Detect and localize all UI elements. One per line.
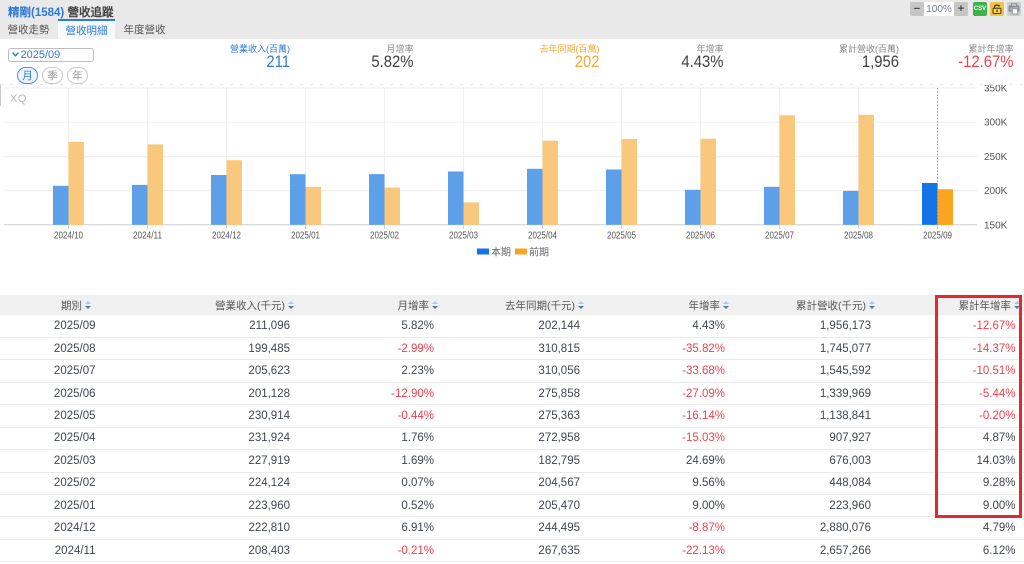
svg-text:2025/07: 2025/07 [765, 230, 794, 241]
svg-text:2025/02: 2025/02 [370, 230, 399, 241]
svg-text:200K: 200K [984, 186, 1008, 197]
svg-text:2025/05: 2025/05 [607, 230, 636, 241]
svg-text:300K: 300K [984, 118, 1008, 129]
svg-text:250K: 250K [984, 152, 1008, 163]
svg-text:2024/10: 2024/10 [54, 230, 83, 241]
svg-text:350K: 350K [984, 85, 1008, 95]
svg-text:2024/11: 2024/11 [133, 230, 162, 241]
svg-text:2025/03: 2025/03 [449, 230, 478, 241]
svg-text:2025/09: 2025/09 [923, 230, 952, 241]
svg-text:150K: 150K [984, 220, 1008, 231]
svg-text:本期: 本期 [491, 246, 511, 259]
svg-text:2025/06: 2025/06 [686, 230, 715, 241]
svg-text:2024/12: 2024/12 [212, 230, 241, 241]
svg-text:2025/04: 2025/04 [528, 230, 557, 241]
svg-text:2025/08: 2025/08 [844, 230, 873, 241]
svg-text:前期: 前期 [529, 246, 549, 259]
svg-text:2025/01: 2025/01 [291, 230, 320, 241]
